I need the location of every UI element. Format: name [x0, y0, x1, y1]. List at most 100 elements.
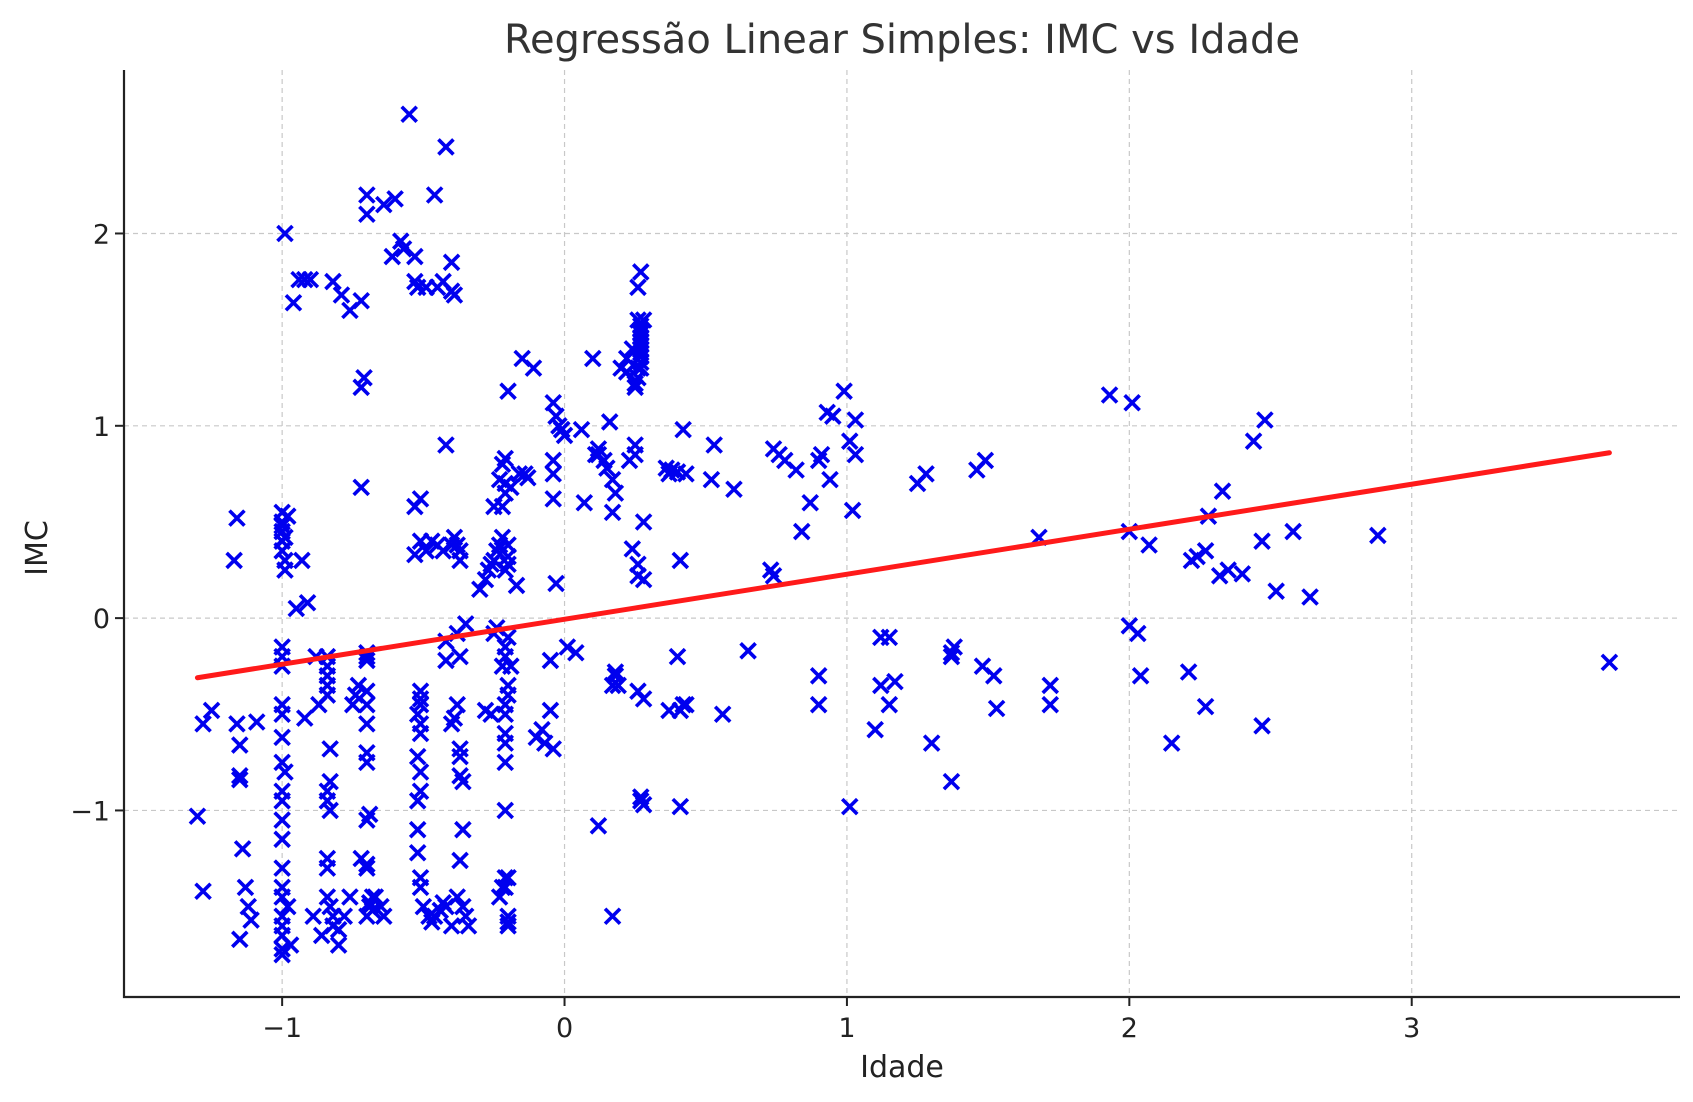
data-point [544, 490, 563, 508]
data-point [606, 663, 625, 681]
data-point [490, 470, 509, 489]
data-point [502, 478, 520, 497]
data-point [812, 445, 831, 464]
data-point [499, 913, 517, 931]
data-point [668, 647, 687, 666]
data-point [408, 843, 427, 862]
data-point [835, 382, 853, 400]
data-point [423, 532, 441, 550]
data-point [273, 792, 291, 810]
data-point [739, 642, 757, 660]
data-point [502, 657, 520, 675]
data-point [411, 763, 430, 781]
data-point [406, 247, 424, 266]
data-point [787, 461, 805, 479]
data-point [454, 772, 472, 791]
data-point [231, 767, 249, 785]
gridlines [124, 70, 1680, 997]
y-axis-label: IMC [20, 520, 55, 576]
regression-line-layer [194, 450, 1612, 681]
x-tick-label: 1 [838, 1013, 855, 1044]
data-point [824, 407, 842, 425]
data-point [358, 907, 376, 925]
data-point [677, 695, 695, 714]
data-point [400, 105, 418, 124]
data-point [276, 224, 294, 243]
data-point [287, 599, 306, 618]
data-point [329, 936, 348, 954]
data-point [273, 830, 291, 849]
data-point [603, 503, 622, 522]
data-point [324, 272, 342, 291]
data-point [705, 436, 723, 454]
data-point [318, 686, 337, 704]
data-point [428, 278, 447, 297]
y-tick-label: −1 [70, 796, 110, 827]
data-point [677, 465, 695, 483]
axis-ticks: −1 0 1 2 3 −1 0 1 2 [70, 219, 1420, 1044]
data-point [634, 570, 653, 589]
data-point [231, 736, 249, 754]
data-point [1233, 565, 1252, 583]
x-tick-label: 3 [1403, 1013, 1420, 1044]
data-point [476, 701, 495, 720]
data-point [499, 917, 517, 935]
data-point [312, 926, 331, 945]
data-point [437, 651, 455, 670]
data-point [247, 713, 266, 731]
data-point [840, 797, 859, 816]
data-point [1253, 717, 1271, 735]
data-point [295, 709, 314, 727]
data-point [406, 545, 424, 564]
data-point [623, 540, 642, 558]
data-point [332, 286, 351, 304]
data-point [541, 701, 560, 720]
data-point [674, 420, 692, 439]
data-point [1253, 532, 1271, 550]
data-point [295, 270, 314, 289]
data-point [629, 359, 647, 377]
data-point [496, 449, 515, 468]
y-tick-label: 0 [93, 604, 110, 635]
data-point [358, 753, 376, 772]
data-point [1196, 542, 1215, 560]
data-point [1140, 536, 1158, 554]
data-point [411, 690, 430, 708]
data-point [872, 676, 890, 695]
data-point [298, 593, 317, 612]
data-point [634, 311, 653, 329]
data-point [917, 465, 935, 483]
data-point [228, 715, 246, 733]
x-tick-label: 2 [1121, 1013, 1138, 1044]
data-point [942, 772, 961, 791]
data-point [228, 509, 246, 527]
data-point [490, 888, 509, 906]
data-point [352, 378, 370, 397]
data-point [620, 451, 639, 470]
data-point [273, 859, 291, 877]
data-point [976, 451, 995, 470]
data-point [358, 859, 376, 877]
data-point [507, 576, 526, 595]
data-point [437, 138, 455, 156]
data-point [383, 247, 402, 266]
data-point [442, 917, 461, 935]
data-point [629, 682, 647, 700]
data-point [598, 459, 616, 477]
data-point [293, 551, 311, 570]
data-point [1041, 676, 1060, 695]
data-point [273, 705, 291, 724]
data-point [987, 699, 1006, 718]
data-point [375, 195, 393, 214]
y-tick-label: 2 [93, 219, 110, 250]
data-point [273, 811, 291, 829]
data-point [880, 695, 899, 714]
data-point [194, 882, 212, 900]
data-point [1123, 393, 1141, 412]
data-point [985, 667, 1003, 685]
data-point [358, 715, 376, 733]
data-point [519, 468, 537, 487]
data-point [408, 747, 427, 766]
data-point [1041, 695, 1060, 714]
data-point [840, 432, 859, 450]
